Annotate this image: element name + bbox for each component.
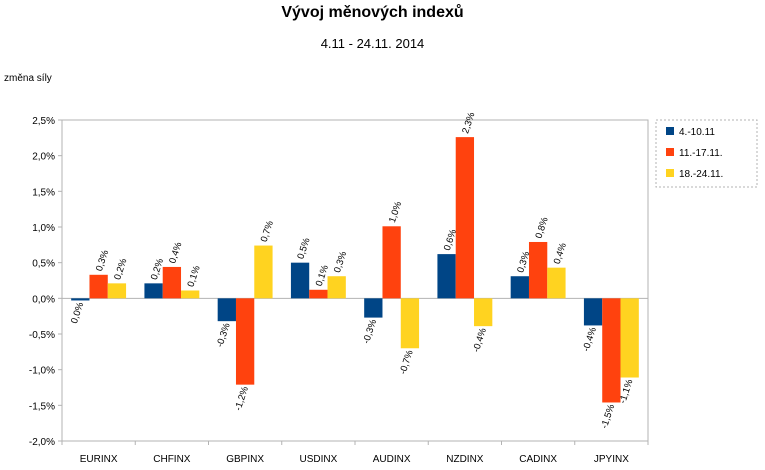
x-tick-label: CADINX [519, 454, 557, 465]
y-tick-label: 1,0% [32, 223, 55, 234]
legend-label: 4.-10.11 [679, 127, 715, 138]
bar [71, 298, 90, 301]
bar [235, 298, 255, 385]
x-tick-label: JPYINX [594, 454, 629, 465]
data-label: 0,5% [295, 236, 312, 261]
data-label: 0,0% [69, 300, 86, 325]
bar [455, 137, 475, 299]
bar [364, 298, 383, 318]
y-tick-label: 2,5% [32, 116, 55, 127]
x-tick-label: EURINX [80, 454, 118, 465]
bar [437, 254, 456, 299]
legend-swatch [666, 148, 674, 156]
bar [217, 298, 236, 322]
bar [510, 276, 529, 299]
data-label: -0,4% [471, 326, 489, 354]
bar [309, 289, 328, 299]
data-label: -0,3% [215, 321, 233, 349]
data-label: 0,1% [186, 264, 203, 289]
x-tick-label: AUDINX [373, 454, 411, 465]
x-tick-label: NZDINX [446, 454, 484, 465]
y-tick-label: -1,5% [29, 401, 55, 412]
legend-label: 11.-17.11. [679, 148, 723, 159]
y-tick-label: 0,5% [32, 259, 55, 270]
legend-swatch [666, 169, 674, 177]
data-label: 0,7% [259, 219, 276, 244]
bar [547, 267, 566, 299]
bar [144, 283, 163, 299]
data-label: 1,0% [387, 200, 404, 225]
x-tick-label: USDINX [299, 454, 337, 465]
y-tick-label: 1,5% [32, 187, 55, 198]
bar [327, 276, 346, 299]
legend-swatch [666, 127, 674, 135]
data-label: -0,4% [581, 325, 599, 353]
data-label: -0,3% [361, 318, 379, 346]
x-tick-label: GBPINX [226, 454, 264, 465]
bar [583, 298, 603, 326]
y-tick-label: -0,5% [29, 330, 55, 341]
bar [89, 274, 108, 299]
data-label: 0,4% [167, 240, 184, 265]
bar [528, 241, 548, 299]
y-tick-label: -1,0% [29, 366, 55, 377]
data-label: -0,7% [398, 348, 416, 376]
data-label: -1,5% [599, 402, 617, 430]
data-label: 0,4% [552, 241, 569, 266]
bar [290, 262, 310, 299]
data-label: 2,3% [460, 111, 477, 136]
bar [382, 226, 401, 299]
data-label: -1,2% [233, 385, 251, 413]
bar [400, 298, 420, 349]
y-tick-label: -2,0% [29, 437, 55, 448]
legend-label: 18.-24.11. [679, 169, 723, 180]
data-label: 0,2% [112, 257, 129, 282]
x-tick-label: CHFINX [153, 454, 191, 465]
bar [181, 290, 200, 299]
y-tick-label: 0,0% [32, 294, 55, 305]
data-label: 0,3% [332, 250, 349, 275]
chart-title: Vývoj měnových indexů [281, 4, 464, 21]
bar [254, 245, 273, 299]
y-tick-label: 2,0% [32, 152, 55, 163]
bar [474, 298, 493, 327]
bar [620, 298, 639, 378]
bar [602, 298, 621, 403]
bar [107, 283, 127, 299]
data-label: 0,3% [94, 248, 111, 273]
chart-subtitle: 4.11 - 24.11. 2014 [320, 36, 425, 51]
y-axis-label: změna síly [4, 73, 52, 84]
data-label: 0,8% [534, 215, 551, 240]
bar [162, 266, 182, 299]
